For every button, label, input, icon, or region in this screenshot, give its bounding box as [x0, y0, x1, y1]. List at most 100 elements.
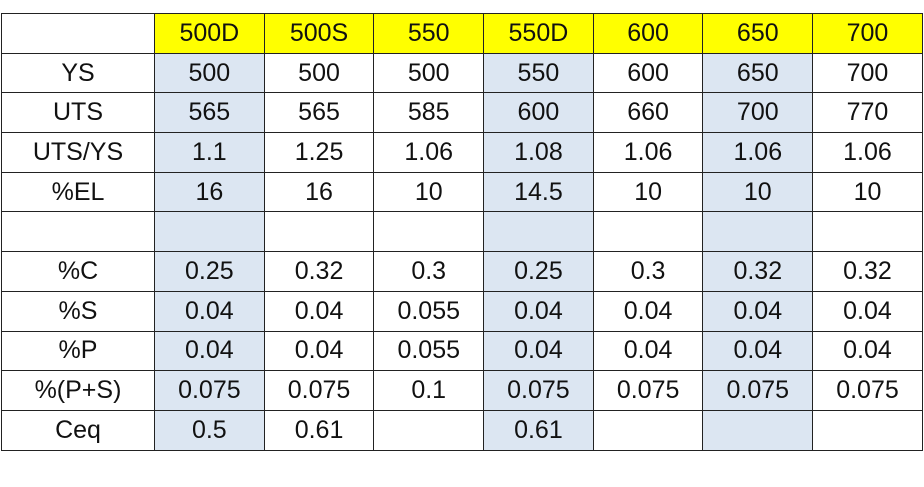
- row-label: %(P+S): [1, 370, 155, 411]
- value-cell: 0.04: [702, 330, 814, 372]
- value-cell: 0.075: [592, 370, 704, 411]
- value-cell: 0.04: [812, 330, 923, 372]
- grade-header: 650: [702, 13, 814, 54]
- grade-header: 500D: [154, 13, 265, 54]
- value-cell: [154, 211, 265, 253]
- value-cell: [373, 409, 485, 451]
- row-label: UTS: [1, 92, 155, 134]
- table-row: %(P+S) 0.075 0.075 0.1 0.075 0.075 0.075 0.075: [1, 370, 923, 411]
- value-cell: 0.075: [263, 370, 375, 411]
- row-label: YS: [1, 52, 155, 94]
- table-row: UTS 565 565 585 600 660 700 770: [1, 92, 923, 134]
- value-cell: 0.04: [702, 290, 814, 332]
- value-cell: 0.32: [812, 251, 923, 292]
- value-cell: 1.08: [483, 132, 594, 173]
- value-cell: 0.04: [263, 330, 375, 372]
- value-cell: 10: [373, 171, 485, 213]
- row-label: [1, 211, 155, 253]
- row-label: %S: [1, 290, 155, 332]
- value-cell: 585: [373, 92, 485, 134]
- value-cell: 0.32: [702, 251, 814, 292]
- value-cell: 16: [263, 171, 375, 213]
- table-row: YS 500 500 500 550 600 650 700: [1, 52, 923, 94]
- value-cell: [702, 211, 814, 253]
- value-cell: 565: [154, 92, 265, 134]
- table-row: %C 0.25 0.32 0.3 0.25 0.3 0.32 0.32: [1, 251, 923, 292]
- value-cell: 500: [373, 52, 485, 94]
- grade-header: 550D: [483, 13, 594, 54]
- value-cell: [592, 211, 704, 253]
- grade-header: 550: [373, 13, 485, 54]
- table-row: UTS/YS 1.1 1.25 1.06 1.08 1.06 1.06 1.06: [1, 132, 923, 173]
- value-cell: 0.075: [154, 370, 265, 411]
- corner-cell: [1, 13, 155, 54]
- value-cell: 0.075: [702, 370, 814, 411]
- value-cell: 550: [483, 52, 594, 94]
- row-label: %C: [1, 251, 155, 292]
- value-cell: 14.5: [483, 171, 594, 213]
- value-cell: 0.04: [154, 330, 265, 372]
- header-row: 500D 500S 550 550D 600 650 700: [1, 13, 923, 54]
- table-row: Ceq 0.5 0.61 0.61: [1, 409, 923, 451]
- value-cell: [812, 409, 923, 451]
- value-cell: 0.5: [154, 409, 265, 451]
- value-cell: [263, 211, 375, 253]
- value-cell: 0.25: [483, 251, 594, 292]
- value-cell: 10: [812, 171, 923, 213]
- value-cell: 0.25: [154, 251, 265, 292]
- value-cell: 600: [592, 52, 704, 94]
- value-cell: 16: [154, 171, 265, 213]
- value-cell: 0.04: [154, 290, 265, 332]
- grade-header: 700: [812, 13, 923, 54]
- value-cell: 0.1: [373, 370, 485, 411]
- value-cell: 10: [702, 171, 814, 213]
- properties-table: 500D 500S 550 550D 600 650 700 YS 500 500 5…: [1, 13, 923, 451]
- value-cell: 650: [702, 52, 814, 94]
- value-cell: 0.04: [483, 290, 594, 332]
- value-cell: [812, 211, 923, 253]
- grade-header: 500S: [263, 13, 375, 54]
- value-cell: [373, 211, 485, 253]
- value-cell: 0.04: [263, 290, 375, 332]
- table-row: %P 0.04 0.04 0.055 0.04 0.04 0.04 0.04: [1, 330, 923, 372]
- value-cell: 660: [592, 92, 704, 134]
- row-label: %EL: [1, 171, 155, 213]
- value-cell: 1.06: [812, 132, 923, 173]
- value-cell: 0.075: [483, 370, 594, 411]
- value-cell: [483, 211, 594, 253]
- value-cell: 1.06: [702, 132, 814, 173]
- value-cell: 1.1: [154, 132, 265, 173]
- table-row: %S 0.04 0.04 0.055 0.04 0.04 0.04 0.04: [1, 290, 923, 332]
- value-cell: 700: [812, 52, 923, 94]
- table-body: YS 500 500 500 550 600 650 700 UTS 565 565 585 600 66…: [1, 52, 923, 451]
- value-cell: 0.3: [592, 251, 704, 292]
- row-label: Ceq: [1, 409, 155, 451]
- grade-header: 600: [592, 13, 704, 54]
- value-cell: 0.055: [373, 290, 485, 332]
- value-cell: 700: [702, 92, 814, 134]
- value-cell: 0.61: [263, 409, 375, 451]
- value-cell: 0.3: [373, 251, 485, 292]
- value-cell: 10: [592, 171, 704, 213]
- value-cell: 0.04: [592, 330, 704, 372]
- row-label: %P: [1, 330, 155, 372]
- value-cell: 0.61: [483, 409, 594, 451]
- value-cell: 770: [812, 92, 923, 134]
- value-cell: 600: [483, 92, 594, 134]
- row-label: UTS/YS: [1, 132, 155, 173]
- value-cell: 565: [263, 92, 375, 134]
- value-cell: 0.075: [812, 370, 923, 411]
- value-cell: [592, 409, 704, 451]
- value-cell: 0.04: [812, 290, 923, 332]
- table-row: %EL 16 16 10 14.5 10 10 10: [1, 171, 923, 213]
- value-cell: 1.25: [263, 132, 375, 173]
- value-cell: 0.04: [483, 330, 594, 372]
- value-cell: 0.32: [263, 251, 375, 292]
- value-cell: 0.055: [373, 330, 485, 372]
- value-cell: 0.04: [592, 290, 704, 332]
- value-cell: 500: [154, 52, 265, 94]
- value-cell: 500: [263, 52, 375, 94]
- value-cell: 1.06: [373, 132, 485, 173]
- value-cell: 1.06: [592, 132, 704, 173]
- value-cell: [702, 409, 814, 451]
